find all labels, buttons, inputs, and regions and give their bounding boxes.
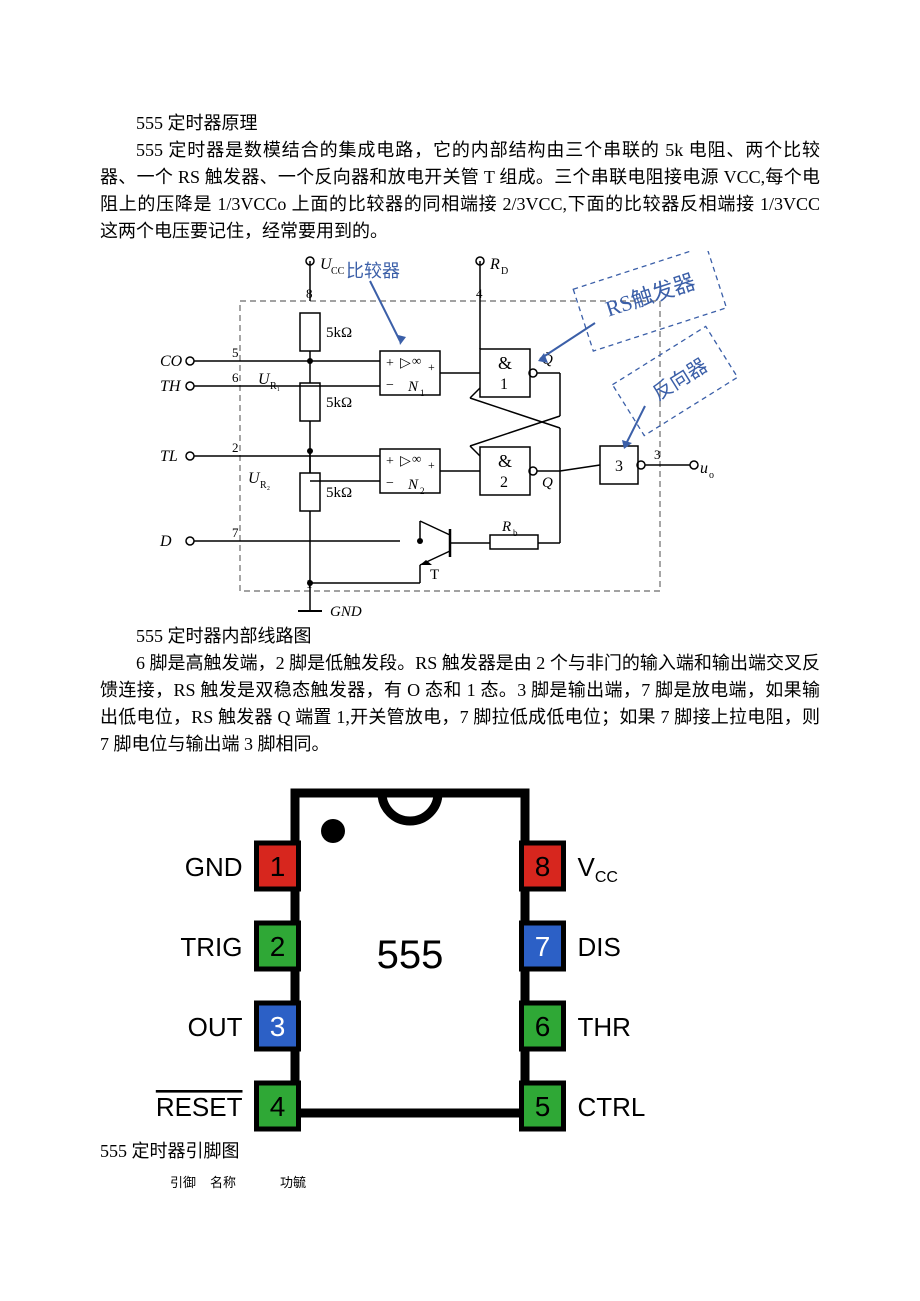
svg-text:GND: GND xyxy=(185,852,243,882)
svg-text:CO: CO xyxy=(160,353,183,370)
svg-text:DIS: DIS xyxy=(578,932,621,962)
page: 555 定时器原理 555 定时器是数模结合的集成电路，它的内部结构由三个串联的… xyxy=(0,0,920,1253)
svg-text:R₁: R₁ xyxy=(270,381,280,392)
pin-table-header: 引御 名称 功毓 xyxy=(170,1173,820,1193)
svg-text:4: 4 xyxy=(476,286,483,301)
svg-text:u: u xyxy=(700,460,708,477)
svg-text:2: 2 xyxy=(420,486,425,496)
svg-text:2: 2 xyxy=(232,440,239,455)
svg-text:D: D xyxy=(159,533,172,550)
svg-text:1: 1 xyxy=(270,851,286,882)
svg-text:7: 7 xyxy=(232,525,239,540)
svg-text:2: 2 xyxy=(270,931,286,962)
svg-text:o: o xyxy=(709,470,714,481)
svg-text:OUT: OUT xyxy=(188,1012,243,1042)
svg-text:5kΩ: 5kΩ xyxy=(326,485,352,501)
svg-text:+: + xyxy=(428,458,435,472)
svg-text:RS触发器: RS触发器 xyxy=(602,269,698,321)
svg-text:7: 7 xyxy=(535,931,551,962)
svg-text:555: 555 xyxy=(377,933,444,977)
svg-text:CC: CC xyxy=(331,266,345,277)
svg-text:▷: ▷ xyxy=(400,454,411,469)
svg-text:N: N xyxy=(407,379,419,395)
svg-text:TL: TL xyxy=(160,448,178,465)
svg-text:3: 3 xyxy=(654,447,661,462)
svg-text:TH: TH xyxy=(160,378,182,395)
svg-text:5kΩ: 5kΩ xyxy=(326,395,352,411)
svg-text:&: & xyxy=(498,451,512,471)
svg-text:Q: Q xyxy=(542,475,553,491)
svg-text:比较器: 比较器 xyxy=(346,261,400,281)
svg-text:T: T xyxy=(430,567,439,583)
th-name: 名称 xyxy=(210,1173,280,1193)
svg-text:N: N xyxy=(407,477,419,493)
svg-text:8: 8 xyxy=(306,286,313,301)
svg-text:&: & xyxy=(498,353,512,373)
svg-text:R: R xyxy=(501,519,511,535)
svg-text:1: 1 xyxy=(420,388,425,398)
pinout-diagram: 555 1 GND 2 TRIG 3 OUT 4 RESET 8 VCC 7 DIS 6 THR 5 CTRL xyxy=(100,768,690,1138)
svg-text:−: − xyxy=(386,476,394,491)
svg-text:5: 5 xyxy=(535,1091,551,1122)
svg-text:3: 3 xyxy=(615,458,623,475)
svg-text:+: + xyxy=(386,454,394,469)
svg-text:2: 2 xyxy=(500,474,508,491)
svg-text:5kΩ: 5kΩ xyxy=(326,325,352,341)
svg-text:5: 5 xyxy=(232,345,239,360)
svg-text:−: − xyxy=(386,378,394,393)
svg-text:6: 6 xyxy=(535,1011,551,1042)
svg-text:∞: ∞ xyxy=(412,451,421,466)
svg-text:CTRL: CTRL xyxy=(578,1092,646,1122)
svg-text:VCC: VCC xyxy=(578,852,618,886)
svg-text:RESET: RESET xyxy=(156,1092,243,1122)
svg-text:6: 6 xyxy=(232,370,239,385)
svg-text:8: 8 xyxy=(535,851,551,882)
svg-text:4: 4 xyxy=(270,1091,286,1122)
svg-text:+: + xyxy=(428,360,435,374)
circuit-diagram: UCC8RD45kΩ5kΩ5kΩGND1CO5TH6TL2D7UR₁UR₂+−▷… xyxy=(150,251,740,621)
svg-text:R: R xyxy=(489,256,500,273)
heading: 555 定时器原理 xyxy=(100,110,820,137)
th-func: 功毓 xyxy=(280,1173,360,1193)
caption-1: 555 定时器内部线路图 xyxy=(136,623,820,650)
svg-text:▷: ▷ xyxy=(400,356,411,371)
svg-text:+: + xyxy=(386,356,394,371)
svg-text:R₂: R₂ xyxy=(260,480,270,491)
svg-text:1: 1 xyxy=(500,376,508,393)
svg-text:b: b xyxy=(513,528,518,538)
paragraph-1: 555 定时器是数模结合的集成电路，它的内部结构由三个串联的 5k 电阻、两个比… xyxy=(100,137,820,245)
svg-text:3: 3 xyxy=(270,1011,286,1042)
caption-2: 555 定时器引脚图 xyxy=(100,1138,820,1165)
svg-text:GND: GND xyxy=(330,604,362,620)
svg-text:D: D xyxy=(501,266,508,277)
paragraph-2: 6 脚是高触发端，2 脚是低触发段。RS 触发器是由 2 个与非门的输入端和输出… xyxy=(100,650,820,758)
svg-text:TRIG: TRIG xyxy=(180,932,242,962)
th-pin: 引御 xyxy=(170,1173,210,1193)
svg-text:THR: THR xyxy=(578,1012,631,1042)
svg-text:∞: ∞ xyxy=(412,353,421,368)
svg-text:反向器: 反向器 xyxy=(648,354,711,405)
